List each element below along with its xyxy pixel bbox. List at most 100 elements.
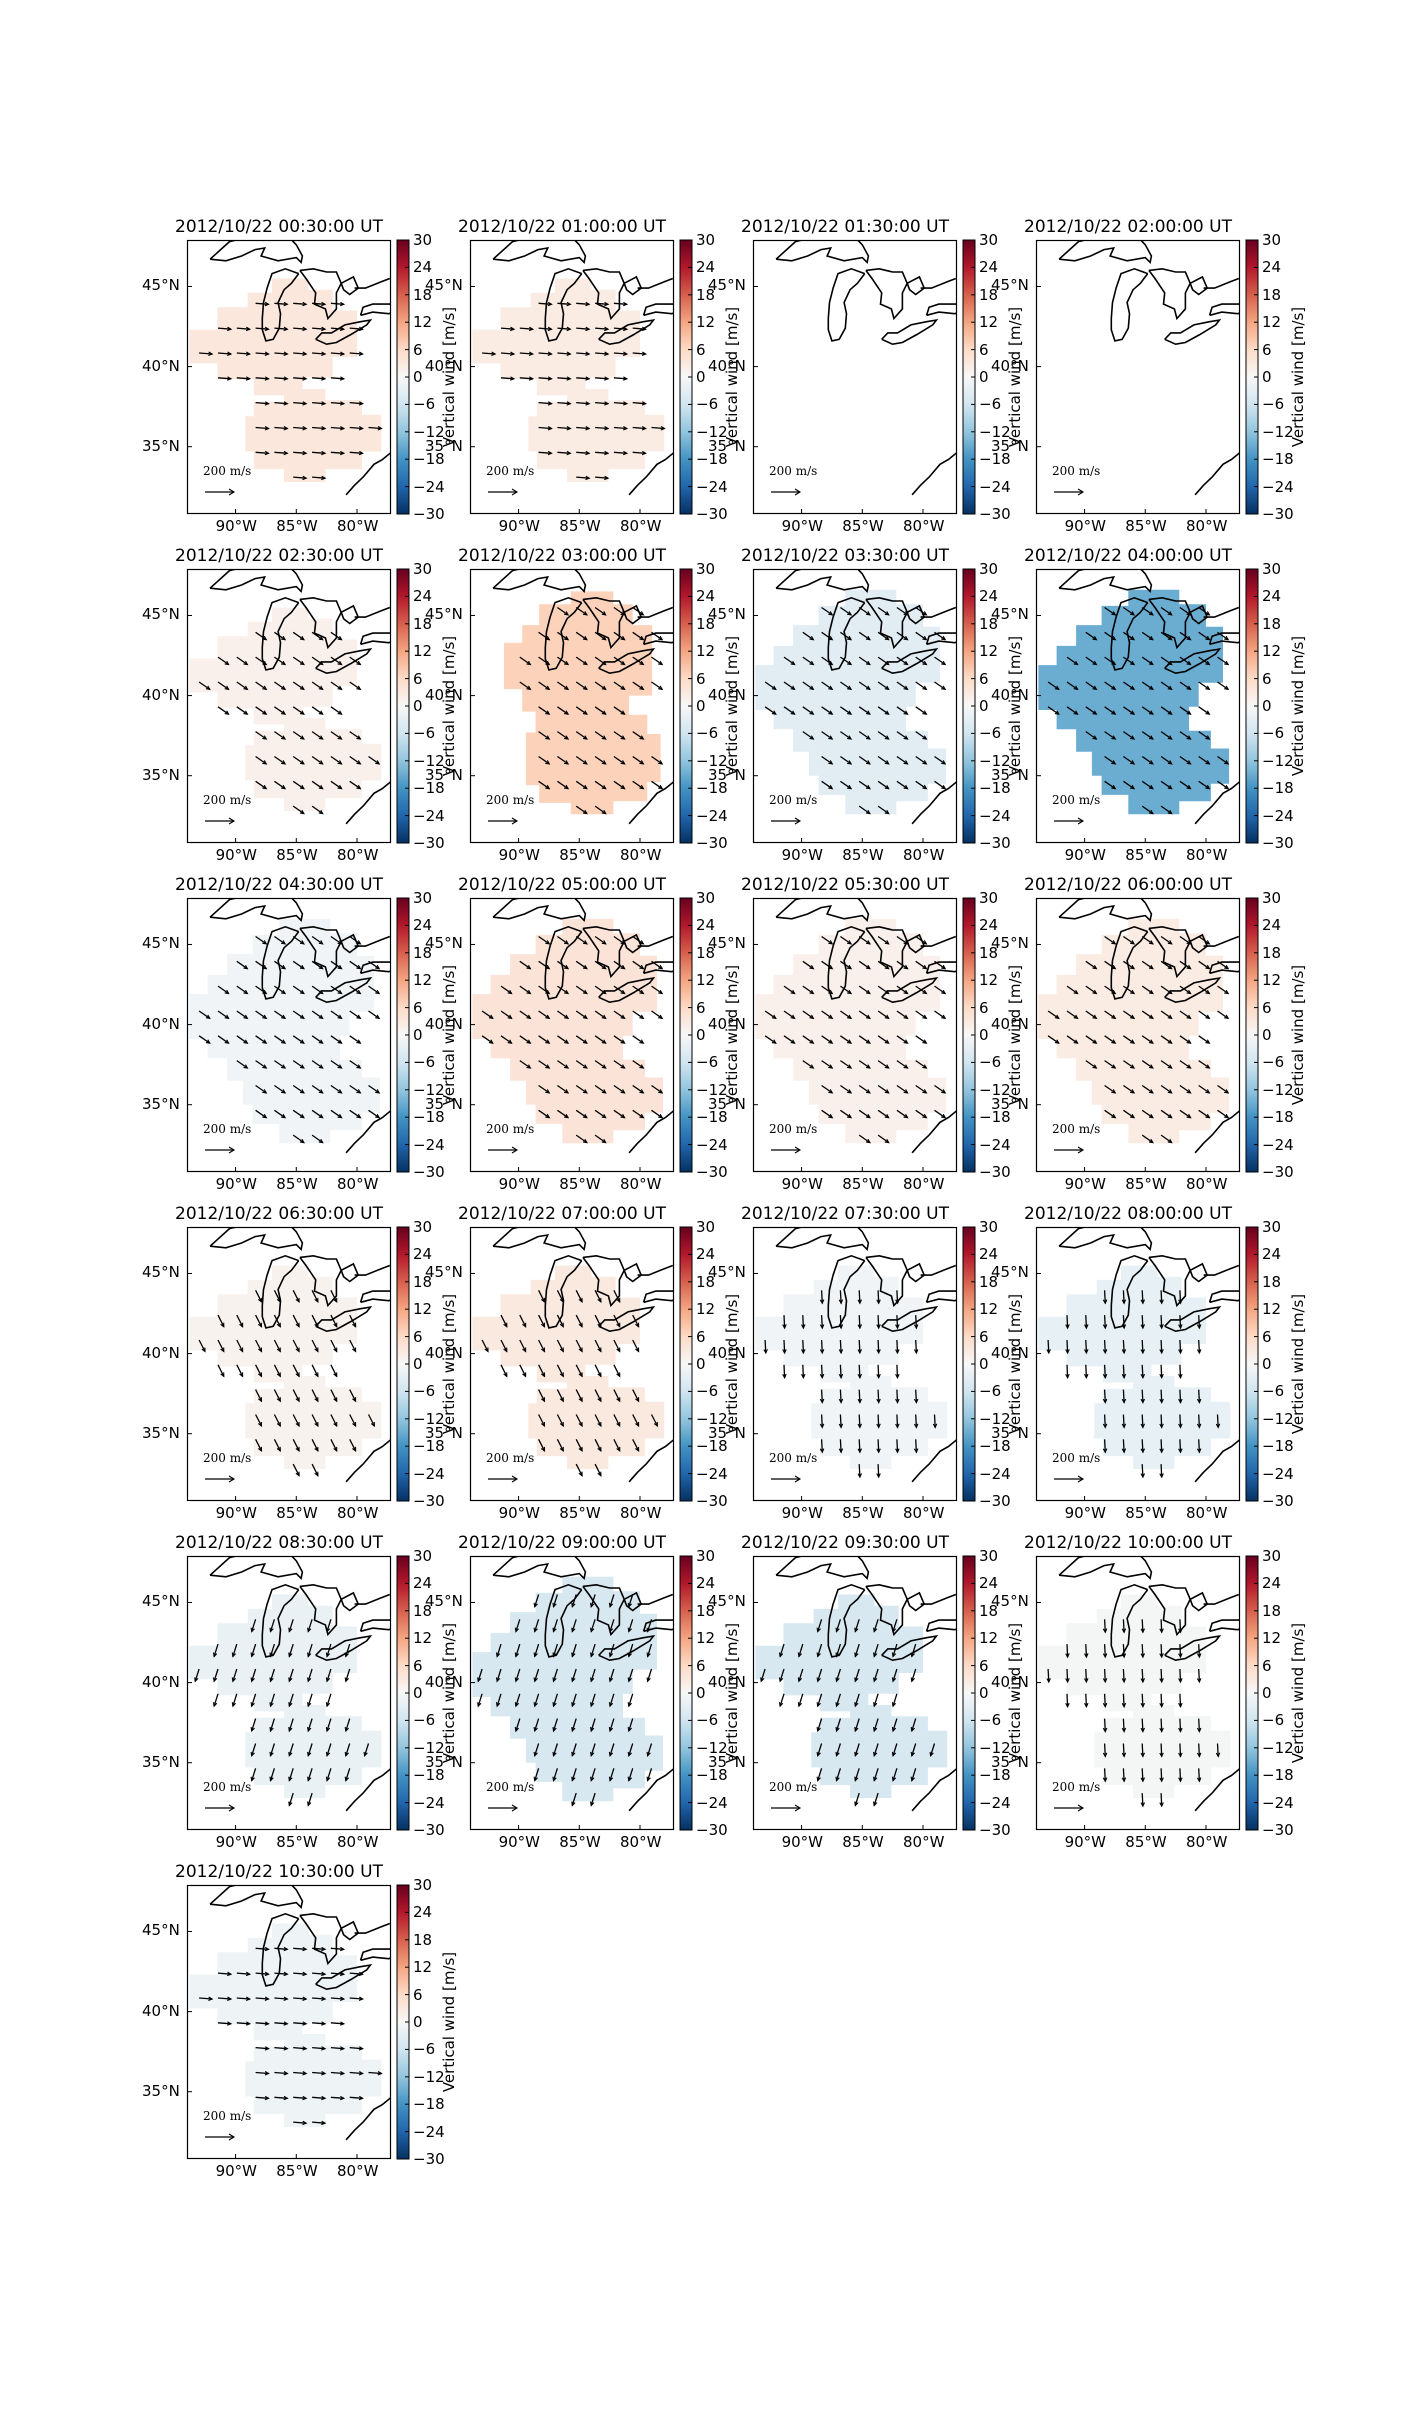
wind-arrow [594,1290,602,1303]
wind-arrow [877,1035,890,1044]
colorbar-tick-label: 0 [696,1355,706,1373]
colorbar-tick-label: 30 [979,1218,999,1236]
wind-arrow [330,2022,344,2025]
coastline [865,1254,909,1308]
wind-arrow [821,1060,833,1069]
lat-tick-label: 40°N [708,1014,746,1033]
wind-arrow [519,1060,531,1069]
wind-arrow [873,1768,879,1781]
wind-arrow-head [1196,1752,1202,1758]
wind-arrow-head [865,1113,871,1119]
wind-arrow [1103,1364,1106,1378]
wind-arrow [1123,731,1135,740]
wind-arrow [613,755,625,765]
wind-arrow [915,1010,927,1019]
wind-arrow-head [922,735,928,740]
wind-arrow-head [1205,784,1211,790]
wind-arrow [349,1389,357,1402]
colorbar-tick-label: 18 [979,285,999,304]
wind-arrow-head [922,964,928,970]
wind-arrow [269,1693,276,1707]
wind-arrow [873,1693,879,1707]
lon-tick-label: 80°W [1186,517,1228,535]
wind-arrow [232,1693,238,1707]
wind-arrow-head [299,710,305,715]
wind-arrow [274,401,288,405]
wind-arrow [1122,1693,1125,1707]
wind-arrow-head [1140,1473,1146,1479]
wind-arrow [1160,1768,1163,1782]
wind-arrow [1141,935,1154,945]
coastline [637,1264,674,1276]
wind-arrow-head [847,660,853,666]
wind-arrow-head [333,1397,338,1403]
wind-arrow-head [1102,1299,1108,1305]
wind-arrow [1047,706,1060,715]
wind-arrow-head [1111,685,1117,691]
wind-arrow [877,706,890,715]
wind-arrow [896,1389,899,1403]
wind-region [189,278,357,396]
panel-title: 2012/10/22 06:00:00 UT [1024,875,1232,895]
wind-arrow [349,1010,361,1019]
wind-arrow-head [847,940,853,945]
wind-arrow-head [339,2021,346,2026]
colorbar-tick-label: 6 [413,669,423,688]
wind-arrow [1141,1134,1154,1144]
wind-arrow-head [847,1064,853,1069]
wind-arrow [1122,1414,1125,1428]
coastline [623,604,643,625]
wind-region [1094,1705,1231,1798]
wind-arrow-head [250,1751,255,1757]
coastline [345,451,391,496]
coastline [598,318,656,346]
colorbar-tick-label: −12 [696,1080,728,1099]
wind-arrow-head [1121,1423,1127,1429]
wind-arrow [367,1414,375,1427]
wind-arrow [817,1768,823,1781]
wind-arrow-head [847,760,853,765]
wind-arrow-head [337,685,343,691]
wind-arrow-head [1065,1373,1070,1380]
lon-tick-label: 90°W [781,1175,823,1193]
coastline [642,303,674,317]
wind-arrow-head [658,784,664,790]
wind-arrow [311,1314,319,1327]
wind-arrow-head [321,2021,327,2026]
coastline [1148,1583,1192,1637]
wind-arrow [858,1134,871,1144]
wind-arrow-head [1186,710,1192,715]
wind-arrow-head [1159,1727,1164,1733]
wind-arrow [311,656,324,666]
wind-arrow [1141,1619,1144,1633]
wind-arrow-head [1186,760,1192,765]
wind-arrow-head [239,1322,244,1328]
scale-arrow-head [794,488,802,496]
wind-arrow [858,1290,861,1304]
wind-arrow-head [269,1702,274,1708]
map-svg [1035,568,1259,844]
wind-arrow [575,960,588,970]
wind-arrow [330,780,342,790]
coastline [925,1290,957,1304]
wind-arrow [1217,1084,1229,1094]
wind-arrow-head [510,326,516,332]
wind-arrow [312,2121,326,2124]
coastline [345,2096,391,2141]
lat-tick-label: 40°N [708,1672,746,1691]
wind-arrow [1179,1619,1182,1633]
wind-arrow [915,731,927,740]
lon-tick-label: 85°W [276,1504,318,1522]
wind-arrow [576,401,590,405]
wind-arrow [534,1668,540,1682]
wind-arrow [330,755,342,765]
wind-arrow [873,1792,879,1806]
wind-arrow [802,1035,814,1044]
wind-arrow-head [522,1372,527,1378]
wind-arrow-head [257,1347,263,1353]
wind-arrow [817,1619,823,1632]
colorbar-tick-label: 6 [696,1656,706,1675]
wind-arrow [821,631,833,641]
wind-arrow [1122,1768,1125,1782]
colorbar-tick-label: −18 [696,450,728,469]
